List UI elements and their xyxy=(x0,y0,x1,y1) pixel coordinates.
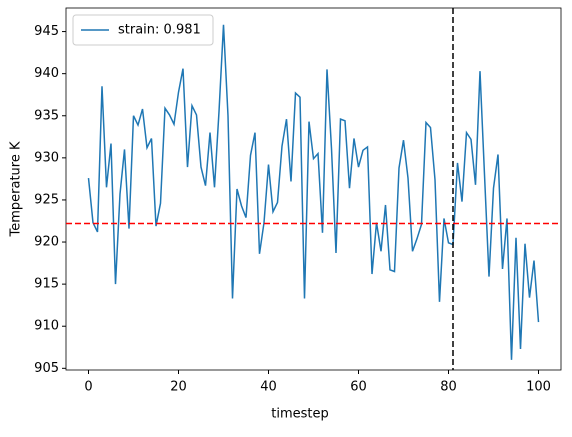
y-tick-label: 910 xyxy=(34,319,59,334)
y-tick-label: 945 xyxy=(34,24,59,39)
y-tick-label: 920 xyxy=(34,235,59,250)
x-tick-label: 40 xyxy=(260,380,277,395)
y-tick-label: 935 xyxy=(34,108,59,123)
x-axis-label: timestep xyxy=(271,407,329,422)
y-tick-label: 930 xyxy=(34,150,59,165)
x-tick-label: 80 xyxy=(440,380,457,395)
y-tick-label: 940 xyxy=(34,66,59,81)
y-tick-label: 905 xyxy=(34,361,59,376)
plot-frame xyxy=(65,7,562,371)
y-tick-label: 915 xyxy=(34,277,59,292)
data-line xyxy=(87,24,540,360)
legend-box xyxy=(72,14,214,46)
x-tick-label: 20 xyxy=(170,380,187,395)
x-tick-label: 100 xyxy=(526,380,551,395)
legend-label: strain: 0.981 xyxy=(118,23,201,38)
y-tick-label: 925 xyxy=(34,192,59,207)
x-tick-label: 60 xyxy=(350,380,367,395)
x-tick-label: 0 xyxy=(84,380,92,395)
y-axis-label: Temperature K xyxy=(9,141,24,237)
